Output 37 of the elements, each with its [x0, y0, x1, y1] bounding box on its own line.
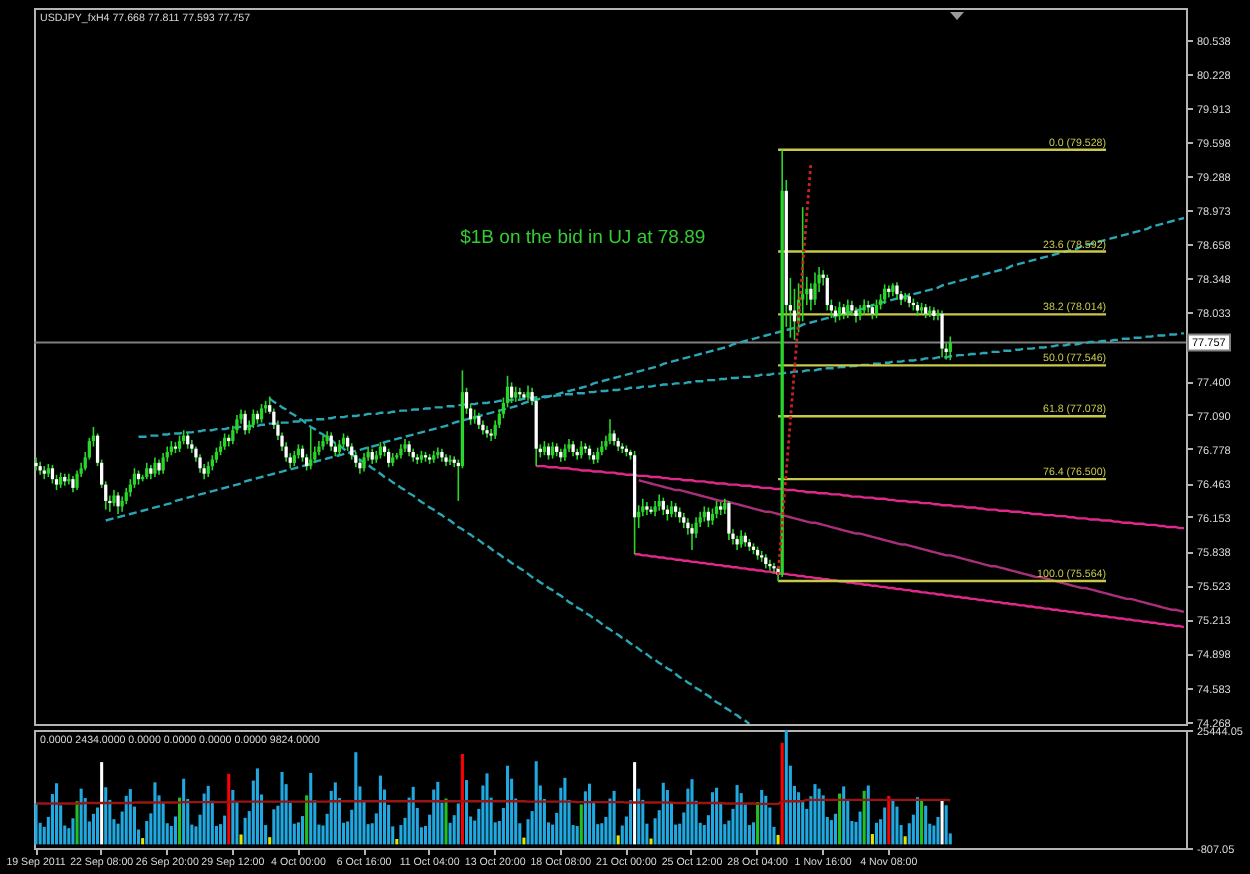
candlestick: [772, 562, 776, 574]
candlestick: [690, 522, 694, 551]
candlestick: [132, 467, 137, 489]
line-series: [633, 553, 1186, 629]
candlestick: [198, 453, 202, 474]
candlestick: [251, 408, 255, 429]
candlestick: [509, 381, 514, 404]
candlestick: [485, 425, 489, 439]
candlestick: [243, 409, 247, 436]
candlestick: [34, 456, 38, 472]
candlestick: [727, 500, 731, 541]
candlestick: [161, 452, 165, 475]
candlestick: [883, 283, 887, 305]
candlestick: [825, 273, 829, 312]
candlestick: [362, 452, 366, 473]
candlestick: [116, 491, 120, 515]
candlestick: [940, 309, 944, 359]
candlestick: [874, 298, 879, 319]
line-series: [535, 464, 1186, 530]
candlestick: [329, 431, 333, 452]
candlestick: [706, 506, 711, 528]
candlestick: [489, 428, 493, 442]
line-series: [776, 162, 813, 577]
candlestick: [837, 301, 842, 322]
candlestick: [768, 558, 772, 572]
candlestick: [608, 418, 612, 446]
candlestick: [153, 456, 157, 478]
candlestick: [259, 403, 264, 424]
candlestick: [846, 298, 850, 319]
candlestick: [948, 335, 952, 362]
annotation: $1B on the bid in UJ at 78.89: [460, 227, 706, 250]
candlestick: [386, 447, 391, 468]
candlestick: [448, 454, 452, 466]
candlestick: [813, 271, 817, 306]
candlestick: [50, 464, 55, 485]
candlestick: [75, 469, 79, 491]
candlestick: [534, 395, 538, 467]
